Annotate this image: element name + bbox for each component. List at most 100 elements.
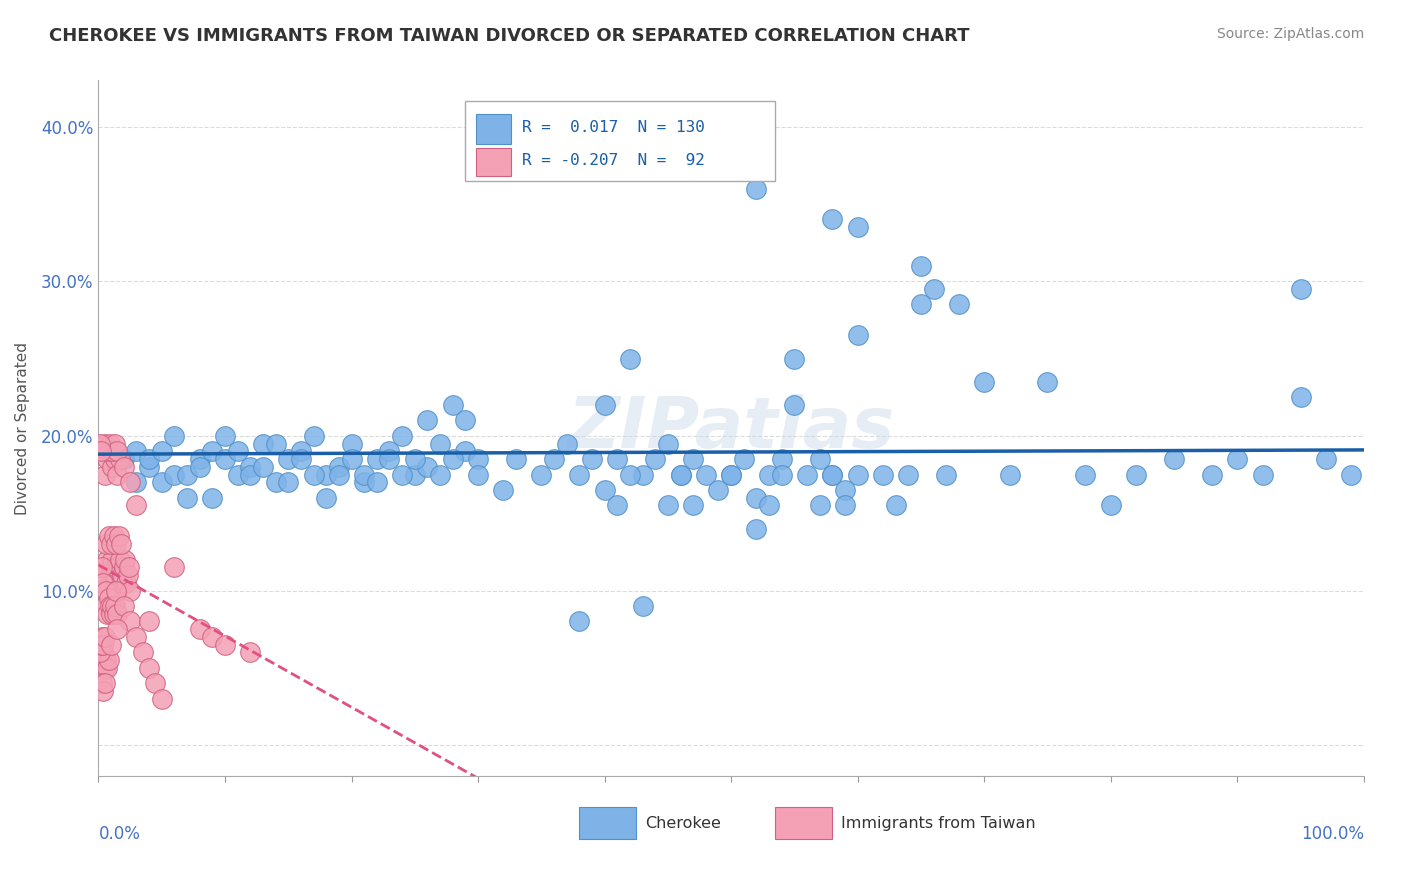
Point (846, 328, 869, 343)
Point (302, 429, 325, 443)
Point (593, 398, 616, 412)
Point (998, 467, 1021, 482)
Point (695, 467, 717, 482)
Point (107, 467, 129, 482)
Point (1036, 375, 1059, 389)
Point (644, 452, 666, 467)
Point (103, 575, 125, 590)
FancyBboxPatch shape (465, 101, 776, 181)
Point (619, 351, 641, 366)
Point (606, 499, 628, 513)
Point (1289, 390, 1312, 404)
Point (107, 607, 129, 621)
Point (118, 560, 141, 574)
Point (948, 297, 970, 311)
Point (120, 615, 141, 629)
Point (176, 491, 198, 505)
Point (631, 599, 654, 613)
Point (96, 661, 118, 675)
Point (404, 452, 426, 467)
Point (669, 467, 692, 482)
Point (201, 630, 224, 644)
Point (745, 181, 768, 195)
Point (669, 467, 692, 482)
Point (93, 575, 115, 590)
Text: 100.0%: 100.0% (1301, 825, 1364, 843)
Point (115, 575, 138, 590)
Text: Source: ZipAtlas.com: Source: ZipAtlas.com (1216, 27, 1364, 41)
Point (98, 444, 121, 458)
Point (91, 630, 114, 644)
Point (770, 452, 793, 467)
Point (97, 575, 120, 590)
Point (214, 429, 236, 443)
Point (98, 599, 121, 613)
Point (96, 552, 118, 566)
Point (145, 676, 166, 690)
Point (138, 459, 160, 474)
Point (1226, 452, 1249, 467)
Point (105, 583, 128, 598)
Point (441, 398, 464, 412)
Point (745, 491, 768, 505)
Point (505, 452, 527, 467)
Point (94, 653, 117, 667)
Point (492, 483, 515, 497)
Point (138, 615, 160, 629)
Point (98, 568, 121, 582)
Point (808, 452, 831, 467)
Point (107, 583, 129, 598)
Point (1340, 467, 1362, 482)
Text: R = -0.207  N =  92: R = -0.207 N = 92 (523, 153, 706, 169)
Point (176, 467, 198, 482)
Point (117, 568, 139, 582)
Point (138, 452, 160, 467)
Point (226, 467, 249, 482)
Point (910, 259, 932, 273)
Point (188, 452, 211, 467)
Point (93, 645, 115, 659)
Point (125, 475, 148, 490)
Point (101, 552, 124, 566)
Point (1125, 467, 1147, 482)
Point (104, 568, 127, 582)
Point (150, 444, 173, 458)
Point (366, 452, 388, 467)
Point (252, 459, 274, 474)
Point (100, 537, 122, 551)
Point (404, 467, 426, 482)
Point (93, 638, 115, 652)
Point (214, 638, 236, 652)
Point (454, 444, 477, 458)
Point (366, 475, 388, 490)
Point (581, 452, 603, 467)
Point (125, 444, 148, 458)
Point (530, 467, 553, 482)
Point (252, 436, 274, 450)
Point (101, 599, 124, 613)
Point (682, 452, 704, 467)
Point (97, 653, 120, 667)
Point (707, 483, 730, 497)
Point (120, 583, 141, 598)
Point (201, 491, 224, 505)
Point (103, 607, 125, 621)
Point (94, 583, 117, 598)
Point (91, 653, 114, 667)
Point (239, 467, 262, 482)
Point (720, 467, 742, 482)
Point (93, 684, 115, 698)
Point (808, 499, 831, 513)
Point (201, 444, 224, 458)
Point (89, 645, 111, 659)
Point (429, 467, 451, 482)
Point (97, 529, 120, 543)
Point (834, 483, 856, 497)
Point (100, 607, 122, 621)
Point (93, 560, 117, 574)
Point (340, 452, 363, 467)
Point (264, 436, 287, 450)
Point (1074, 467, 1097, 482)
Point (758, 467, 780, 482)
Point (783, 351, 806, 366)
